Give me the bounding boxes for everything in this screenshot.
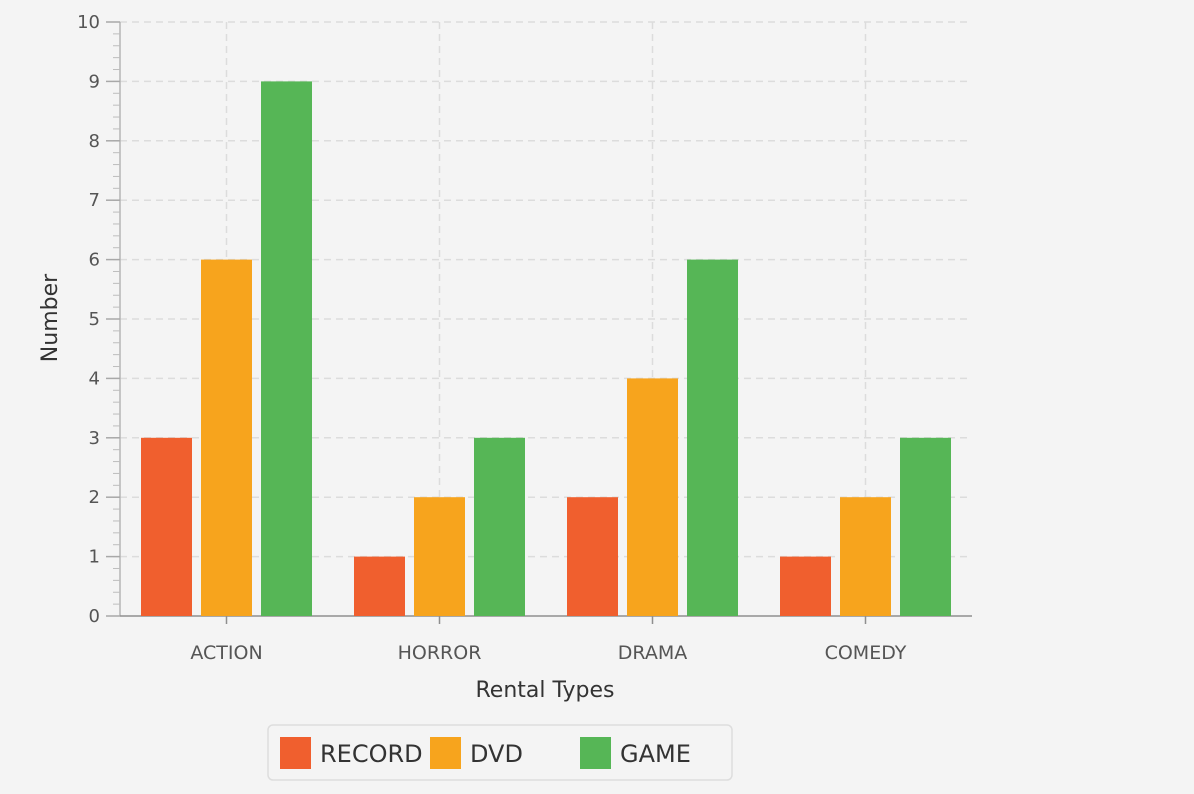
bar-game-comedy xyxy=(900,437,951,616)
y-tick-label: 7 xyxy=(89,190,100,211)
bar-record-drama xyxy=(567,497,618,616)
bar-record-action xyxy=(141,437,192,616)
x-tick-label: DRAMA xyxy=(618,642,687,664)
bar-record-horror xyxy=(354,556,405,616)
bar-game-horror xyxy=(474,437,525,616)
y-tick-label: 3 xyxy=(89,428,100,449)
legend-swatch-dvd xyxy=(430,737,461,769)
bar-dvd-comedy xyxy=(840,497,891,616)
y-tick-label: 9 xyxy=(89,71,100,92)
x-tick-label: ACTION xyxy=(190,642,262,664)
y-tick-label: 4 xyxy=(89,368,100,389)
y-tick-label: 5 xyxy=(89,309,100,330)
legend-label-record: RECORD xyxy=(320,740,423,768)
y-axis-title: Number xyxy=(38,273,63,362)
labels-layer: 0 1 2 3 4 5 6 7 8 9 10 ACTION HORROR DRAMA COMEDY xyxy=(77,12,907,664)
x-tick-label: COMEDY xyxy=(825,642,907,664)
legend-swatch-record xyxy=(280,737,311,769)
y-tick-label: 1 xyxy=(89,547,100,568)
y-tick-label: 2 xyxy=(89,487,100,508)
y-tick-label: 0 xyxy=(89,606,100,627)
x-tick-label: HORROR xyxy=(398,642,482,664)
y-tick-label: 10 xyxy=(77,12,100,33)
bar-record-comedy xyxy=(780,556,831,616)
bar-game-drama xyxy=(687,259,738,616)
legend-box xyxy=(267,724,733,781)
y-tick-label: 6 xyxy=(89,250,100,271)
bar-dvd-drama xyxy=(627,378,678,616)
y-tick-label: 8 xyxy=(89,131,100,152)
bar-game-action xyxy=(261,81,312,616)
bar-dvd-action xyxy=(201,259,252,616)
legend-label-game: GAME xyxy=(620,740,691,768)
x-axis-title: Rental Types xyxy=(476,678,615,703)
legend: RECORD DVD GAME xyxy=(267,724,733,781)
bar-dvd-horror xyxy=(414,497,465,616)
legend-label-dvd: DVD xyxy=(470,740,523,768)
legend-swatch-game xyxy=(580,737,611,769)
bars-layer xyxy=(141,81,951,616)
